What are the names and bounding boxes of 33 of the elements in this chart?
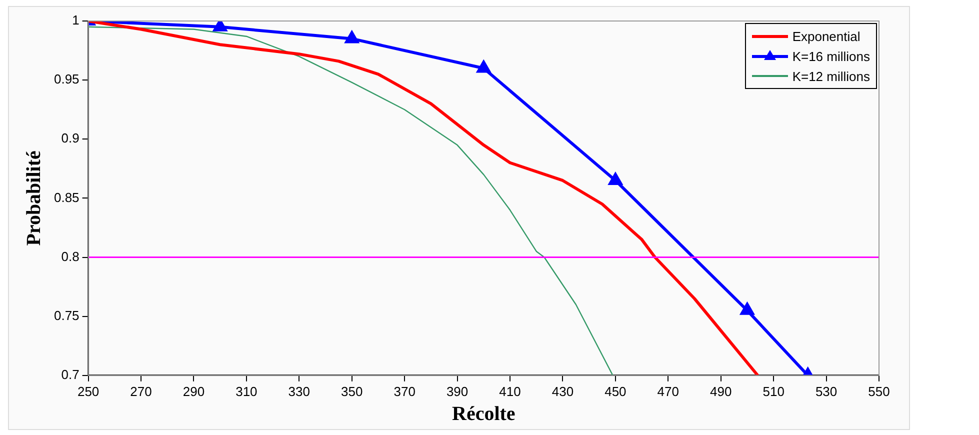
- legend-label: K=12 millions: [792, 68, 870, 84]
- y-tick-label: 0.75: [54, 308, 80, 323]
- legend-label: Exponential: [792, 28, 860, 44]
- x-tick-label: 470: [657, 384, 679, 399]
- x-tick-label: 490: [710, 384, 732, 399]
- y-tick-label: 0.8: [61, 248, 80, 264]
- x-tick-label: 270: [130, 384, 152, 399]
- point: [608, 172, 622, 185]
- x-tick-label: 290: [182, 384, 205, 399]
- y-tick-label: 0.9: [61, 130, 80, 146]
- point: [476, 60, 490, 73]
- point: [740, 302, 754, 315]
- point: [345, 31, 359, 44]
- x-tick-label: 390: [446, 384, 468, 399]
- y-tick-label: 0.85: [54, 190, 80, 205]
- x-tick-label: 310: [236, 384, 258, 399]
- x-tick-label: 370: [394, 384, 416, 399]
- x-tick-label: 350: [341, 384, 363, 399]
- x-tick-label: 530: [815, 384, 838, 399]
- x-tick-label: 510: [762, 384, 784, 399]
- y-axis-title: Probabilité: [23, 150, 46, 246]
- x-tick-label: 550: [868, 384, 890, 399]
- y-tick-label: 0.95: [54, 72, 80, 87]
- x-tick-label: 250: [77, 384, 100, 399]
- y-tick-label: 0.7: [61, 366, 80, 382]
- x-tick-label: 330: [288, 384, 310, 399]
- y-tick-label: 1: [72, 12, 80, 28]
- x-tick-label: 410: [499, 384, 521, 399]
- x-axis-title: Récolte: [452, 403, 516, 426]
- x-tick-label: 430: [552, 384, 574, 399]
- x-tick-label: 450: [604, 384, 626, 399]
- legend-label: K=16 millions: [792, 48, 870, 64]
- point: [213, 21, 227, 32]
